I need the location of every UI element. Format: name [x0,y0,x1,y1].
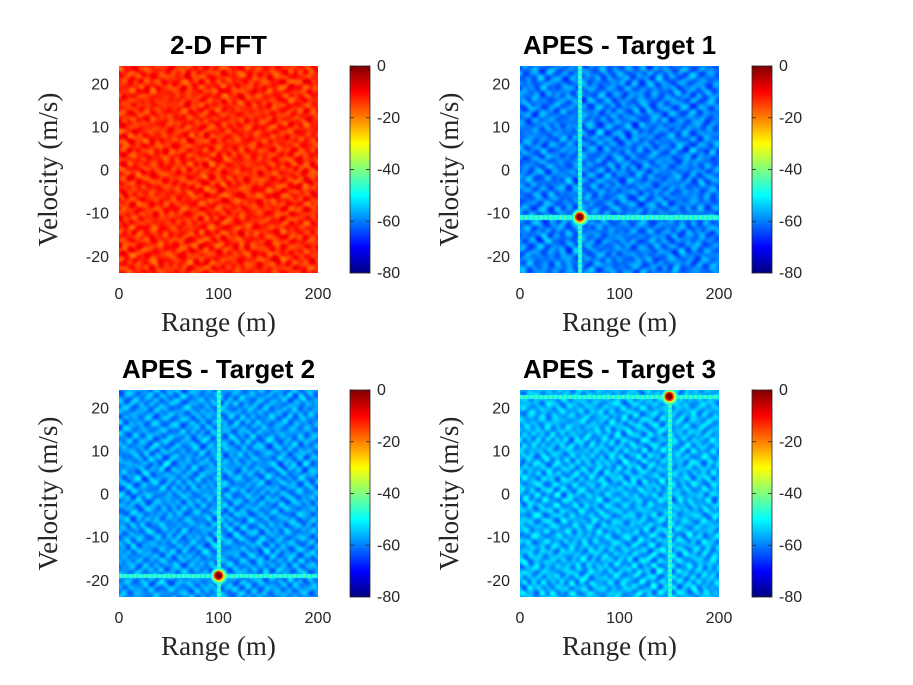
y-tick-label: 10 [492,119,510,136]
x-tick-label: 0 [115,610,124,627]
colorbar-tick-label: -80 [377,265,400,282]
x-axis-label: Range (m) [562,307,677,337]
y-tick-label: -20 [487,573,510,590]
y-tick-label: 20 [91,400,109,417]
x-tick-label: 100 [606,610,633,627]
colorbar-tick-label: -60 [377,213,400,230]
colorbar-tick-label: -60 [779,213,802,230]
heatmap-image [119,390,318,597]
y-tick-label: 0 [100,163,109,180]
colorbar-tick-label: -80 [779,265,802,282]
colorbar-tick-label: 0 [779,382,788,399]
x-tick-label: 0 [115,286,124,303]
y-tick-label: -10 [487,206,510,223]
y-tick-label: 20 [492,400,510,417]
x-tick-label: 200 [305,286,332,303]
y-tick-label: 0 [501,487,510,504]
y-axis-label: Velocity (m/s) [434,417,464,571]
target-peak-1 [213,570,224,581]
x-tick-label: 100 [606,286,633,303]
x-tick-label: 200 [305,610,332,627]
subplot-title: APES - Target 2 [122,354,315,384]
y-tick-label: -10 [487,530,510,547]
heatmap-image [520,390,719,597]
y-tick-label: -20 [86,249,109,266]
subplot-title: APES - Target 3 [523,354,716,384]
y-tick-label: 10 [492,443,510,460]
x-tick-label: 0 [516,610,525,627]
y-tick-label: 10 [91,443,109,460]
y-tick-label: -10 [86,206,109,223]
y-axis-label: Velocity (m/s) [434,93,464,247]
colorbar-tick-label: -40 [377,486,400,503]
x-axis-label: Range (m) [161,307,276,337]
y-tick-label: 20 [91,76,109,93]
y-tick-label: 10 [91,119,109,136]
heatmap-image [520,66,719,273]
colorbar-tick-label: -40 [779,162,802,179]
y-tick-label: 0 [501,163,510,180]
subplot-title: APES - Target 1 [523,30,716,60]
y-tick-label: 20 [492,76,510,93]
x-tick-label: 200 [706,286,733,303]
colorbar-tick-label: -40 [377,162,400,179]
colorbar-tick-label: -20 [377,110,400,127]
colorbar-tick-label: -80 [779,589,802,606]
target-peak-1 [664,391,674,402]
y-axis-label: Velocity (m/s) [33,417,63,571]
colorbar-tick-label: -20 [779,110,802,127]
x-axis-label: Range (m) [161,631,276,661]
x-tick-label: 200 [706,610,733,627]
colorbar-tick-label: 0 [377,382,386,399]
colorbar-tick-label: 0 [377,58,386,75]
y-tick-label: -20 [86,573,109,590]
y-tick-label: 0 [100,487,109,504]
subplot-title: 2-D FFT [170,30,267,60]
colorbar-tick-label: -60 [377,537,400,554]
colorbar-tick-label: -80 [377,589,400,606]
colorbar-tick-label: -20 [779,434,802,451]
target-peak-1 [574,212,585,222]
colorbar-tick-label: 0 [779,58,788,75]
colorbar-tick-label: -60 [779,537,802,554]
heatmap-image [119,66,318,273]
y-tick-label: -20 [487,249,510,266]
x-axis-label: Range (m) [562,631,677,661]
colorbar-tick-label: -40 [779,486,802,503]
x-tick-label: 0 [516,286,525,303]
y-tick-label: -10 [86,530,109,547]
colorbar-tick-label: -20 [377,434,400,451]
x-tick-label: 100 [205,286,232,303]
y-axis-label: Velocity (m/s) [33,93,63,247]
x-tick-label: 100 [205,610,232,627]
